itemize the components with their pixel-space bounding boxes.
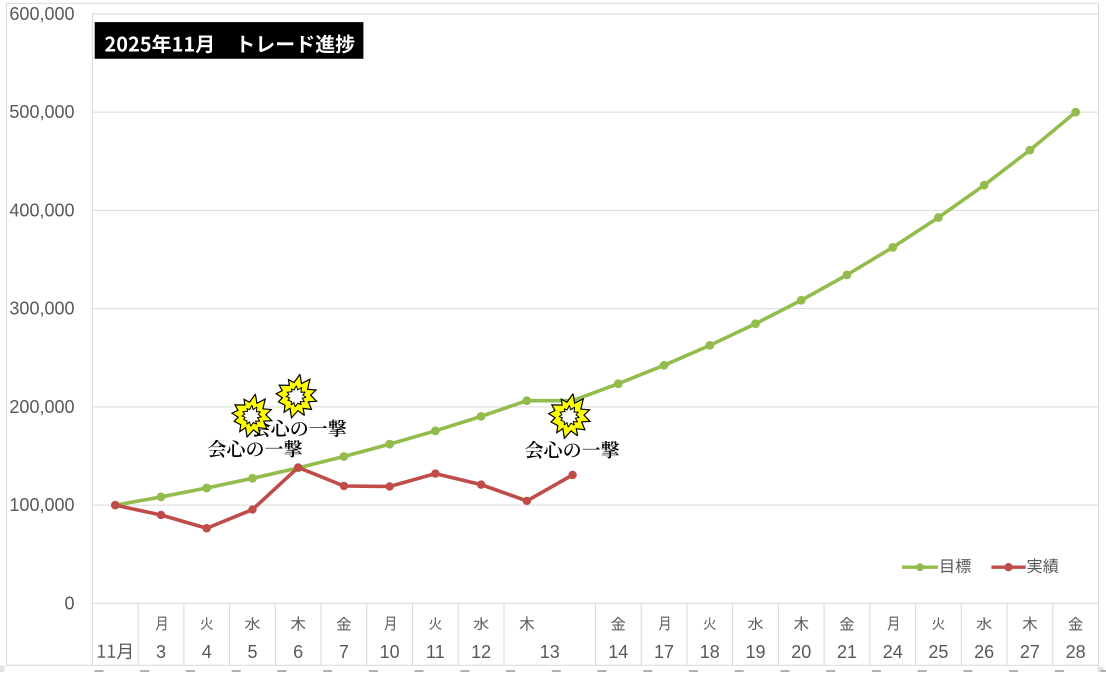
svg-text:300,000: 300,000 — [9, 299, 74, 319]
svg-text:17: 17 — [654, 642, 674, 662]
svg-text:18: 18 — [700, 642, 720, 662]
svg-text:400,000: 400,000 — [9, 200, 74, 220]
svg-text:27: 27 — [1020, 642, 1040, 662]
svg-text:200,000: 200,000 — [9, 397, 74, 417]
svg-text:28: 28 — [1066, 642, 1086, 662]
svg-text:500,000: 500,000 — [9, 102, 74, 122]
svg-text:600,000: 600,000 — [9, 4, 74, 24]
svg-text:10: 10 — [380, 642, 400, 662]
svg-text:11: 11 — [426, 642, 445, 662]
svg-text:26: 26 — [974, 642, 994, 662]
svg-text:21: 21 — [837, 642, 857, 662]
svg-text:100,000: 100,000 — [9, 495, 74, 515]
svg-text:12: 12 — [471, 642, 491, 662]
svg-text:7: 7 — [339, 642, 349, 662]
svg-text:6: 6 — [293, 642, 303, 662]
svg-text:4: 4 — [202, 642, 212, 662]
svg-text:19: 19 — [745, 642, 765, 662]
svg-text:13: 13 — [540, 642, 560, 662]
svg-text:20: 20 — [791, 642, 811, 662]
svg-text:25: 25 — [928, 642, 948, 662]
svg-text:0: 0 — [64, 593, 74, 613]
svg-text:3: 3 — [156, 642, 166, 662]
svg-text:5: 5 — [247, 642, 257, 662]
svg-text:24: 24 — [883, 642, 903, 662]
svg-text:14: 14 — [608, 642, 628, 662]
